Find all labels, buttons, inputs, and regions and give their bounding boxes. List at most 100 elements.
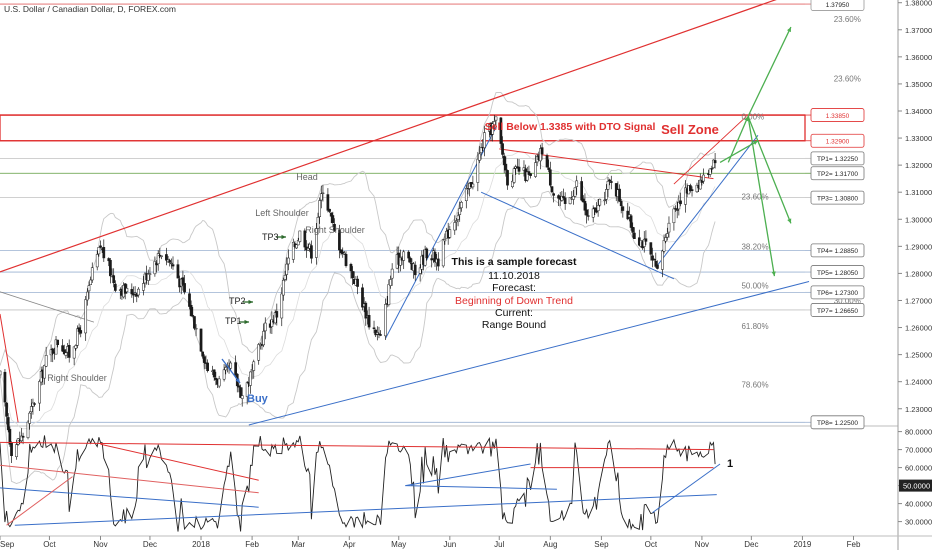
candle-body — [367, 315, 371, 328]
candle-body — [15, 444, 18, 457]
candle-body — [443, 239, 447, 242]
candle-body — [674, 208, 677, 210]
candle-body — [456, 215, 460, 220]
time-tick-label: Feb — [847, 540, 861, 549]
candle-body — [331, 215, 335, 223]
candle-body — [298, 230, 302, 242]
level-tag-label: 1.32900 — [826, 139, 850, 146]
forecast-arrow-breakout — [747, 26, 792, 117]
candle-body — [183, 283, 186, 293]
level-tag-label: TP8= 1.22500 — [817, 420, 858, 427]
price-panel — [0, 0, 898, 425]
descending-resistance-line — [499, 148, 714, 180]
candle-body — [67, 344, 71, 358]
candle-body — [517, 166, 521, 172]
candle-body — [85, 291, 89, 301]
candle-body — [654, 260, 658, 267]
time-tick-label: Dec — [744, 540, 758, 549]
time-tick-label: Jun — [443, 540, 456, 549]
candle-body — [33, 403, 36, 405]
price-tick-label: 1.34000 — [905, 107, 932, 116]
candle-body — [315, 228, 318, 258]
price-tick-label: 1.36000 — [905, 53, 932, 62]
candle-body — [580, 181, 583, 201]
candle-body — [351, 271, 354, 279]
candle-body — [6, 417, 10, 431]
osc-support-b — [0, 487, 259, 508]
tp2-arrow-head — [248, 299, 253, 305]
candle-body — [282, 279, 285, 296]
forecast-line-1: This is a sample forecast — [452, 256, 577, 268]
candle-body — [460, 202, 463, 209]
candle-body — [661, 250, 664, 270]
candle-body — [494, 116, 498, 121]
tp1-label: TP1 — [225, 316, 242, 326]
candle-body — [343, 252, 346, 255]
candle-body — [79, 330, 83, 334]
early-channel-line — [0, 291, 95, 323]
candle-body — [43, 365, 46, 379]
candle-body — [478, 153, 481, 161]
level-tag-label: TP3= 1.30800 — [817, 195, 858, 202]
forecast-arrow-up-short — [719, 140, 759, 163]
candle-body — [20, 435, 23, 441]
candle-body — [130, 289, 134, 295]
candle-body — [662, 240, 666, 252]
candle-body — [125, 288, 129, 293]
forecast-arrow-to-zone — [727, 116, 749, 163]
level-tag-label: TP1= 1.32250 — [817, 156, 858, 163]
level-tag-label: 1.37950 — [826, 2, 850, 9]
candle-body — [273, 312, 277, 324]
candle-body — [291, 242, 295, 260]
candle-body — [619, 200, 623, 207]
fib-label: 61.80% — [741, 322, 768, 331]
fib-label: 23.60% — [741, 192, 768, 201]
candle-body — [56, 339, 60, 345]
candle-body — [133, 292, 137, 295]
candle-body — [479, 147, 483, 153]
candle-body — [296, 240, 300, 246]
upper-band — [0, 92, 716, 380]
long-support-line — [248, 281, 810, 426]
price-tick-label: 1.30000 — [905, 215, 932, 224]
level-tag — [810, 303, 865, 317]
candle-body — [399, 257, 402, 266]
candle-body — [245, 382, 249, 397]
osc-tick-label: 40.0000 — [905, 500, 932, 509]
rising-resistance-line — [0, 0, 777, 273]
sell-zone-label: Sell Zone — [661, 122, 719, 137]
chart-title: U.S. Dollar / Canadian Dollar, D, FOREX.… — [4, 4, 176, 14]
fib-label: 78.60% — [741, 380, 768, 389]
candle-body — [54, 339, 58, 355]
candle-body — [534, 162, 537, 177]
right-shoulder-left-label: Right Shoulder — [47, 373, 107, 383]
candle-body — [28, 412, 32, 424]
time-tick-label: Mar — [291, 540, 305, 549]
early-resistance-line — [0, 313, 19, 423]
price-tick-label: 1.24000 — [905, 378, 932, 387]
candle-body — [107, 258, 111, 262]
candle-body — [148, 273, 152, 275]
time-tick-label: Dec — [143, 540, 157, 549]
candle-body — [97, 247, 101, 255]
candle-body — [257, 344, 261, 361]
candle-body — [458, 208, 462, 215]
candle-body — [675, 209, 679, 211]
candle-body — [560, 195, 564, 201]
recent-resistance-line — [673, 116, 747, 185]
candle-body — [333, 223, 336, 232]
candle-body — [10, 442, 13, 456]
candle-body — [5, 402, 8, 417]
candle-body — [512, 168, 516, 183]
recent-support-line — [657, 135, 759, 266]
candle-body — [168, 260, 172, 263]
candle-body — [552, 193, 555, 196]
buy-label: Buy — [247, 393, 269, 405]
level-tag — [810, 265, 865, 279]
candle-body — [698, 179, 702, 190]
candle-body — [483, 132, 486, 149]
buy-arrow-head — [235, 378, 240, 383]
level-tag — [810, 151, 865, 166]
candle-body — [158, 254, 162, 257]
